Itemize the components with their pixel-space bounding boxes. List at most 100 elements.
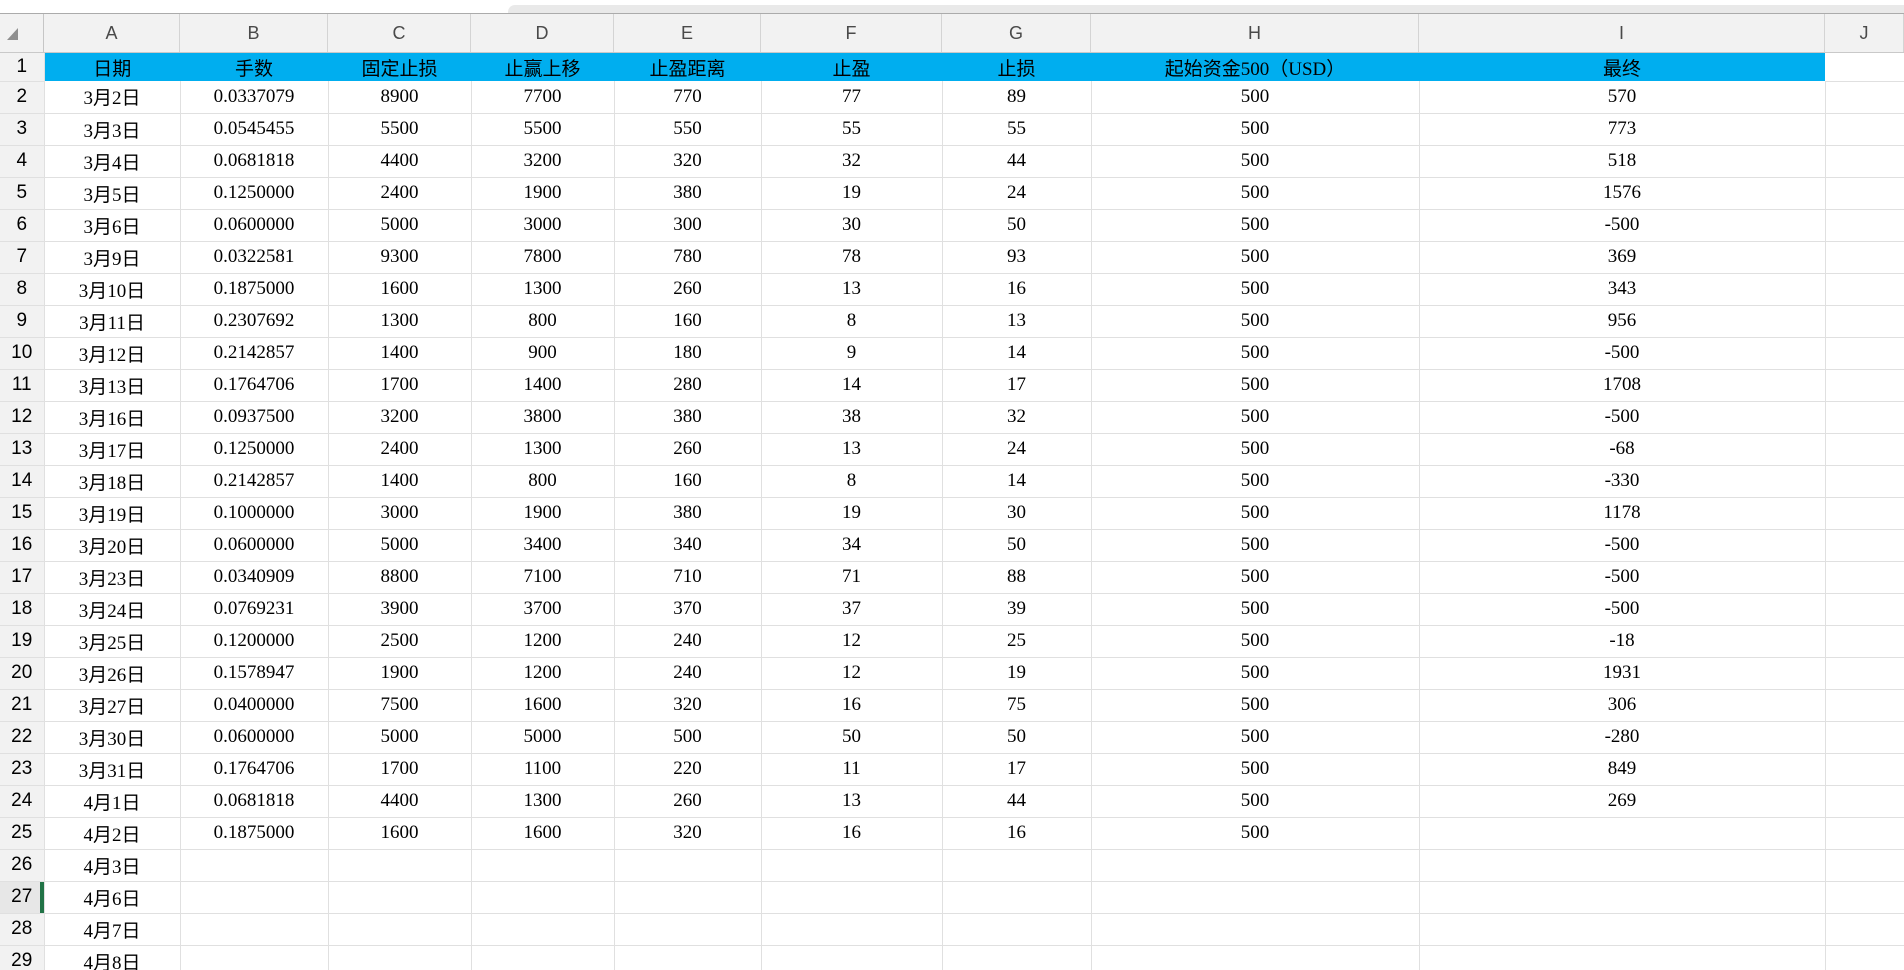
cell-C21[interactable]: 7500 [328, 689, 472, 722]
cell-G5[interactable]: 24 [942, 177, 1092, 210]
cell-A26[interactable]: 4月3日 [44, 849, 181, 882]
cell-G25[interactable]: 16 [942, 817, 1092, 850]
cell-I21[interactable]: 306 [1419, 689, 1826, 722]
cell-I18[interactable]: -500 [1419, 593, 1826, 626]
row-header-9[interactable]: 9 [0, 305, 45, 338]
cell-I12[interactable]: -500 [1419, 401, 1826, 434]
row-header-1[interactable]: 1 [0, 53, 45, 82]
cell-E10[interactable]: 180 [614, 337, 762, 370]
cell-J12[interactable] [1825, 401, 1904, 434]
column-header-B[interactable]: B [180, 14, 328, 52]
row-header-5[interactable]: 5 [0, 177, 45, 210]
cell-D21[interactable]: 1600 [471, 689, 615, 722]
cell-G15[interactable]: 30 [942, 497, 1092, 530]
cell-J5[interactable] [1825, 177, 1904, 210]
cell-A16[interactable]: 3月20日 [44, 529, 181, 562]
cell-J9[interactable] [1825, 305, 1904, 338]
cell-F10[interactable]: 9 [761, 337, 943, 370]
cell-A24[interactable]: 4月1日 [44, 785, 181, 818]
cell-J14[interactable] [1825, 465, 1904, 498]
cell-C3[interactable]: 5500 [328, 113, 472, 146]
cell-C29[interactable] [328, 945, 472, 970]
cell-I8[interactable]: 343 [1419, 273, 1826, 306]
cell-F25[interactable]: 16 [761, 817, 943, 850]
select-all-corner[interactable] [0, 14, 44, 52]
cell-G7[interactable]: 93 [942, 241, 1092, 274]
row-header-12[interactable]: 12 [0, 401, 45, 434]
cell-F16[interactable]: 34 [761, 529, 943, 562]
cell-B25[interactable]: 0.1875000 [180, 817, 329, 850]
cell-B27[interactable] [180, 881, 329, 914]
cell-D25[interactable]: 1600 [471, 817, 615, 850]
cell-J19[interactable] [1825, 625, 1904, 658]
cell-B14[interactable]: 0.2142857 [180, 465, 329, 498]
cell-E8[interactable]: 260 [614, 273, 762, 306]
tab-bar-background[interactable] [508, 5, 1904, 13]
cell-C4[interactable]: 4400 [328, 145, 472, 178]
cell-B20[interactable]: 0.1578947 [180, 657, 329, 690]
row-header-10[interactable]: 10 [0, 337, 45, 370]
cell-D28[interactable] [471, 913, 615, 946]
cell-I6[interactable]: -500 [1419, 209, 1826, 242]
cell-C15[interactable]: 3000 [328, 497, 472, 530]
cell-B22[interactable]: 0.0600000 [180, 721, 329, 754]
cell-H24[interactable]: 500 [1091, 785, 1420, 818]
row-header-8[interactable]: 8 [0, 273, 45, 306]
row-header-25[interactable]: 25 [0, 817, 45, 850]
cell-B4[interactable]: 0.0681818 [180, 145, 329, 178]
cell-A21[interactable]: 3月27日 [44, 689, 181, 722]
cell-H19[interactable]: 500 [1091, 625, 1420, 658]
cell-E15[interactable]: 380 [614, 497, 762, 530]
cell-D19[interactable]: 1200 [471, 625, 615, 658]
cell-J16[interactable] [1825, 529, 1904, 562]
cell-A1[interactable]: 日期 [44, 53, 180, 81]
cell-J13[interactable] [1825, 433, 1904, 466]
row-header-20[interactable]: 20 [0, 657, 45, 690]
cell-F20[interactable]: 12 [761, 657, 943, 690]
cell-A9[interactable]: 3月11日 [44, 305, 181, 338]
cell-I2[interactable]: 570 [1419, 81, 1826, 114]
cell-H15[interactable]: 500 [1091, 497, 1420, 530]
cell-E14[interactable]: 160 [614, 465, 762, 498]
cell-G12[interactable]: 32 [942, 401, 1092, 434]
cell-J18[interactable] [1825, 593, 1904, 626]
row-header-29[interactable]: 29 [0, 945, 45, 970]
cell-D2[interactable]: 7700 [471, 81, 615, 114]
cell-G11[interactable]: 17 [942, 369, 1092, 402]
cell-G1[interactable]: 止损 [942, 53, 1091, 81]
cell-D24[interactable]: 1300 [471, 785, 615, 818]
cell-C2[interactable]: 8900 [328, 81, 472, 114]
cell-G28[interactable] [942, 913, 1092, 946]
row-header-15[interactable]: 15 [0, 497, 45, 530]
cell-B18[interactable]: 0.0769231 [180, 593, 329, 626]
cell-F7[interactable]: 78 [761, 241, 943, 274]
cell-G24[interactable]: 44 [942, 785, 1092, 818]
row-header-17[interactable]: 17 [0, 561, 45, 594]
cell-E6[interactable]: 300 [614, 209, 762, 242]
cell-D29[interactable] [471, 945, 615, 970]
cell-B1[interactable]: 手数 [180, 53, 328, 81]
cell-H9[interactable]: 500 [1091, 305, 1420, 338]
cell-G22[interactable]: 50 [942, 721, 1092, 754]
cell-B5[interactable]: 0.1250000 [180, 177, 329, 210]
cell-D17[interactable]: 7100 [471, 561, 615, 594]
cell-H13[interactable]: 500 [1091, 433, 1420, 466]
cell-D5[interactable]: 1900 [471, 177, 615, 210]
cell-J4[interactable] [1825, 145, 1904, 178]
cell-A7[interactable]: 3月9日 [44, 241, 181, 274]
cell-A29[interactable]: 4月8日 [44, 945, 181, 970]
cell-J11[interactable] [1825, 369, 1904, 402]
cell-F4[interactable]: 32 [761, 145, 943, 178]
cell-H29[interactable] [1091, 945, 1420, 970]
cell-F14[interactable]: 8 [761, 465, 943, 498]
cell-D15[interactable]: 1900 [471, 497, 615, 530]
cell-A13[interactable]: 3月17日 [44, 433, 181, 466]
cell-H27[interactable] [1091, 881, 1420, 914]
cell-F23[interactable]: 11 [761, 753, 943, 786]
row-header-4[interactable]: 4 [0, 145, 45, 178]
cell-C5[interactable]: 2400 [328, 177, 472, 210]
cell-J1[interactable] [1825, 53, 1904, 82]
cell-B2[interactable]: 0.0337079 [180, 81, 329, 114]
cell-D4[interactable]: 3200 [471, 145, 615, 178]
cell-E2[interactable]: 770 [614, 81, 762, 114]
